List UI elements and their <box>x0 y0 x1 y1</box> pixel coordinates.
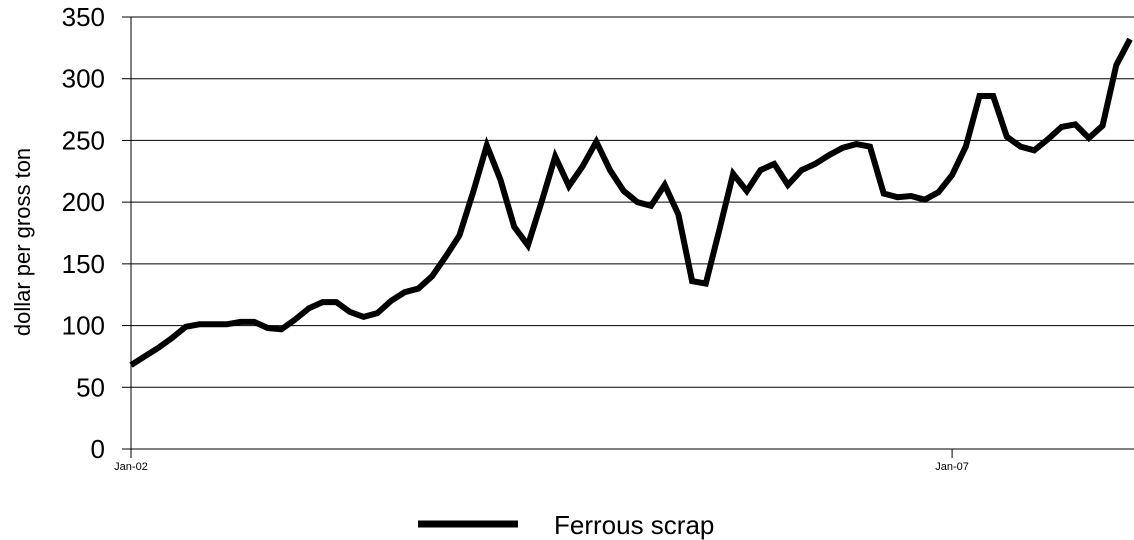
gridlines <box>122 16 1134 450</box>
x-tick-labels: Jan-02 Jan-07 <box>114 449 969 473</box>
y-tick-label-100: 100 <box>62 311 105 341</box>
x-tick-label-1: Jan-07 <box>935 461 969 473</box>
y-tick-label-200: 200 <box>62 187 105 217</box>
y-tick-label-250: 250 <box>62 125 105 155</box>
legend: Ferrous scrap <box>418 510 714 540</box>
y-tick-label-150: 150 <box>62 249 105 279</box>
series-line-ferrous-scrap <box>129 37 1133 368</box>
y-tick-label-300: 300 <box>62 64 105 94</box>
x-tick-label-0: Jan-02 <box>114 461 148 473</box>
series-lines <box>129 37 1133 368</box>
axes <box>130 17 1134 450</box>
y-axis-title: dollar per gross ton <box>10 148 35 336</box>
y-tick-label-50: 50 <box>76 372 105 402</box>
y-tick-label-350: 350 <box>62 2 105 32</box>
legend-label-ferrous-scrap: Ferrous scrap <box>554 510 714 540</box>
y-tick-label-0: 0 <box>91 434 105 464</box>
y-tick-labels: 0 50 100 150 200 250 300 350 <box>62 2 105 464</box>
